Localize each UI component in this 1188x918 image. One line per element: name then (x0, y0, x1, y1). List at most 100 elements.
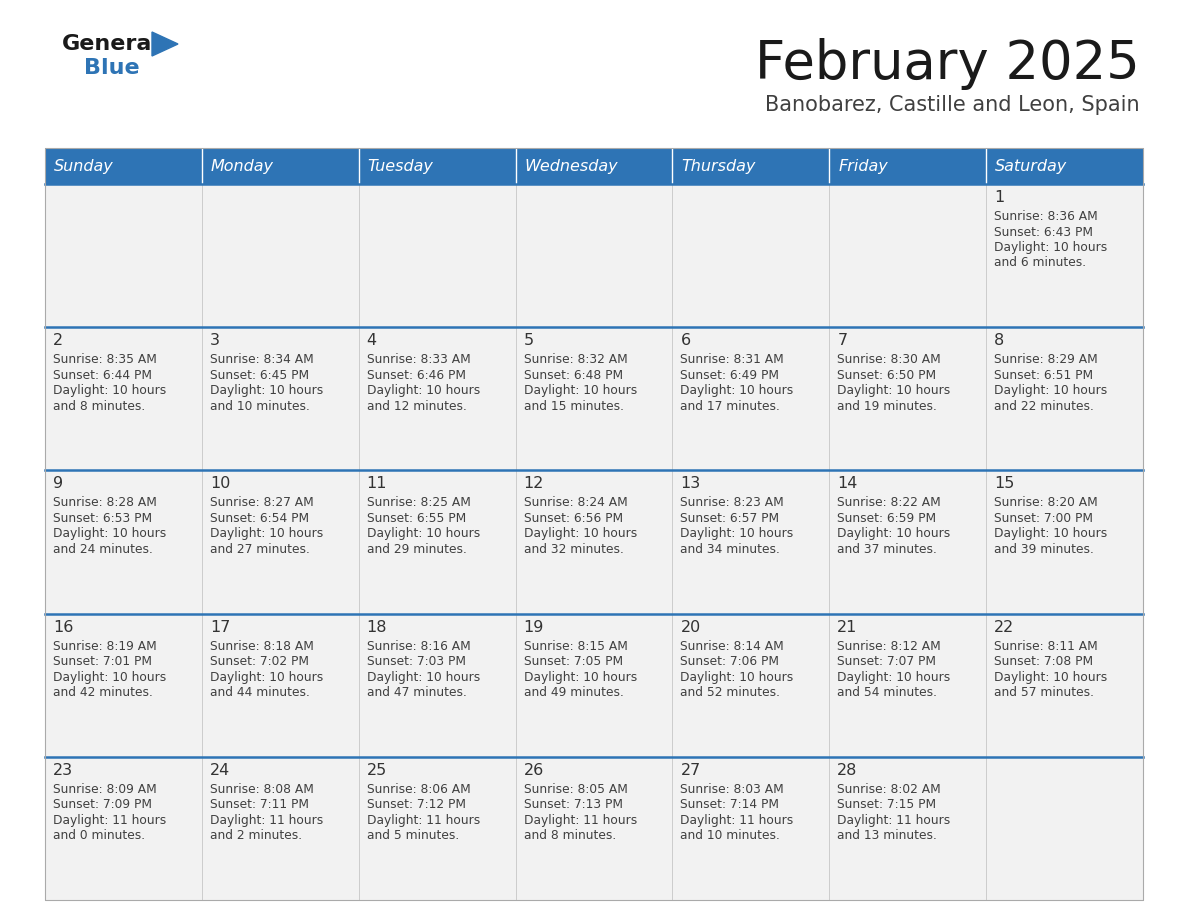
Text: and 13 minutes.: and 13 minutes. (838, 829, 937, 843)
Text: 24: 24 (210, 763, 230, 778)
Text: 7: 7 (838, 333, 847, 348)
Text: Sunrise: 8:24 AM: Sunrise: 8:24 AM (524, 497, 627, 509)
Text: Sunrise: 8:22 AM: Sunrise: 8:22 AM (838, 497, 941, 509)
Text: Daylight: 10 hours: Daylight: 10 hours (367, 671, 480, 684)
Text: and 2 minutes.: and 2 minutes. (210, 829, 302, 843)
Text: Saturday: Saturday (996, 159, 1067, 174)
Text: Daylight: 10 hours: Daylight: 10 hours (210, 671, 323, 684)
Text: Daylight: 10 hours: Daylight: 10 hours (210, 385, 323, 397)
Text: General: General (62, 34, 160, 54)
Text: 18: 18 (367, 620, 387, 634)
Text: 4: 4 (367, 333, 377, 348)
Text: Daylight: 10 hours: Daylight: 10 hours (994, 528, 1107, 541)
Text: Sunrise: 8:36 AM: Sunrise: 8:36 AM (994, 210, 1098, 223)
Text: Daylight: 10 hours: Daylight: 10 hours (524, 528, 637, 541)
Text: Sunset: 7:15 PM: Sunset: 7:15 PM (838, 799, 936, 812)
Bar (45, 148, 1143, 900)
Text: Sunset: 6:44 PM: Sunset: 6:44 PM (53, 369, 152, 382)
Text: Sunrise: 8:14 AM: Sunrise: 8:14 AM (681, 640, 784, 653)
Text: Daylight: 11 hours: Daylight: 11 hours (524, 813, 637, 827)
Text: Daylight: 10 hours: Daylight: 10 hours (524, 671, 637, 684)
Text: 26: 26 (524, 763, 544, 778)
Text: 6: 6 (681, 333, 690, 348)
Text: Daylight: 10 hours: Daylight: 10 hours (210, 528, 323, 541)
Text: and 47 minutes.: and 47 minutes. (367, 686, 467, 700)
Bar (45, 327, 1143, 470)
Text: Daylight: 10 hours: Daylight: 10 hours (681, 671, 794, 684)
Text: 1: 1 (994, 190, 1004, 205)
Bar (45, 184, 1143, 327)
Text: and 15 minutes.: and 15 minutes. (524, 399, 624, 413)
Text: Daylight: 10 hours: Daylight: 10 hours (838, 528, 950, 541)
Text: Daylight: 10 hours: Daylight: 10 hours (681, 528, 794, 541)
Bar (829, 148, 986, 184)
Text: Sunset: 6:49 PM: Sunset: 6:49 PM (681, 369, 779, 382)
Text: Sunset: 7:11 PM: Sunset: 7:11 PM (210, 799, 309, 812)
Text: Sunset: 7:12 PM: Sunset: 7:12 PM (367, 799, 466, 812)
Text: Sunset: 6:54 PM: Sunset: 6:54 PM (210, 512, 309, 525)
Text: Sunset: 7:06 PM: Sunset: 7:06 PM (681, 655, 779, 668)
Text: Sunrise: 8:30 AM: Sunrise: 8:30 AM (838, 353, 941, 366)
Text: Daylight: 10 hours: Daylight: 10 hours (53, 528, 166, 541)
Text: Sunset: 6:43 PM: Sunset: 6:43 PM (994, 226, 1093, 239)
Text: 9: 9 (53, 476, 63, 491)
Text: 21: 21 (838, 620, 858, 634)
Text: and 19 minutes.: and 19 minutes. (838, 399, 937, 413)
Text: Sunrise: 8:27 AM: Sunrise: 8:27 AM (210, 497, 314, 509)
Text: Sunset: 7:01 PM: Sunset: 7:01 PM (53, 655, 152, 668)
Text: and 57 minutes.: and 57 minutes. (994, 686, 1094, 700)
Text: Daylight: 11 hours: Daylight: 11 hours (210, 813, 323, 827)
Text: Daylight: 10 hours: Daylight: 10 hours (838, 385, 950, 397)
Text: Sunset: 7:05 PM: Sunset: 7:05 PM (524, 655, 623, 668)
Text: Sunrise: 8:05 AM: Sunrise: 8:05 AM (524, 783, 627, 796)
Text: Sunset: 7:02 PM: Sunset: 7:02 PM (210, 655, 309, 668)
Text: 23: 23 (53, 763, 74, 778)
Polygon shape (152, 32, 178, 56)
Text: Sunrise: 8:29 AM: Sunrise: 8:29 AM (994, 353, 1098, 366)
Text: 5: 5 (524, 333, 533, 348)
Text: Daylight: 10 hours: Daylight: 10 hours (524, 385, 637, 397)
Text: Sunrise: 8:34 AM: Sunrise: 8:34 AM (210, 353, 314, 366)
Text: Daylight: 10 hours: Daylight: 10 hours (838, 671, 950, 684)
Text: 15: 15 (994, 476, 1015, 491)
Bar (45, 470, 1143, 613)
Text: Daylight: 11 hours: Daylight: 11 hours (838, 813, 950, 827)
Text: Daylight: 10 hours: Daylight: 10 hours (367, 385, 480, 397)
Bar (202, 148, 359, 184)
Text: Sunset: 6:48 PM: Sunset: 6:48 PM (524, 369, 623, 382)
Bar (359, 148, 516, 184)
Text: 10: 10 (210, 476, 230, 491)
Text: and 39 minutes.: and 39 minutes. (994, 543, 1094, 556)
Text: Sunset: 7:00 PM: Sunset: 7:00 PM (994, 512, 1093, 525)
Text: Sunset: 7:07 PM: Sunset: 7:07 PM (838, 655, 936, 668)
Text: Sunday: Sunday (53, 159, 114, 174)
Text: Sunset: 7:14 PM: Sunset: 7:14 PM (681, 799, 779, 812)
Text: Daylight: 10 hours: Daylight: 10 hours (994, 385, 1107, 397)
Text: Banobarez, Castille and Leon, Spain: Banobarez, Castille and Leon, Spain (765, 95, 1140, 115)
Text: Tuesday: Tuesday (368, 159, 434, 174)
Text: and 24 minutes.: and 24 minutes. (53, 543, 153, 556)
Text: Sunset: 6:50 PM: Sunset: 6:50 PM (838, 369, 936, 382)
Text: Sunrise: 8:31 AM: Sunrise: 8:31 AM (681, 353, 784, 366)
Text: Sunset: 6:45 PM: Sunset: 6:45 PM (210, 369, 309, 382)
Text: and 10 minutes.: and 10 minutes. (210, 399, 310, 413)
Text: Sunrise: 8:35 AM: Sunrise: 8:35 AM (53, 353, 157, 366)
Text: 20: 20 (681, 620, 701, 634)
Text: Daylight: 11 hours: Daylight: 11 hours (367, 813, 480, 827)
Text: Sunrise: 8:02 AM: Sunrise: 8:02 AM (838, 783, 941, 796)
Text: 2: 2 (53, 333, 63, 348)
Text: and 34 minutes.: and 34 minutes. (681, 543, 781, 556)
Text: Sunset: 7:08 PM: Sunset: 7:08 PM (994, 655, 1093, 668)
Text: and 10 minutes.: and 10 minutes. (681, 829, 781, 843)
Text: 28: 28 (838, 763, 858, 778)
Text: Daylight: 10 hours: Daylight: 10 hours (367, 528, 480, 541)
Bar (986, 148, 1143, 184)
Text: Sunrise: 8:20 AM: Sunrise: 8:20 AM (994, 497, 1098, 509)
Text: Sunrise: 8:11 AM: Sunrise: 8:11 AM (994, 640, 1098, 653)
Bar (45, 613, 1143, 756)
Bar (45, 756, 1143, 900)
Text: Sunset: 6:51 PM: Sunset: 6:51 PM (994, 369, 1093, 382)
Text: Sunrise: 8:15 AM: Sunrise: 8:15 AM (524, 640, 627, 653)
Text: Daylight: 10 hours: Daylight: 10 hours (53, 385, 166, 397)
Text: Sunrise: 8:18 AM: Sunrise: 8:18 AM (210, 640, 314, 653)
